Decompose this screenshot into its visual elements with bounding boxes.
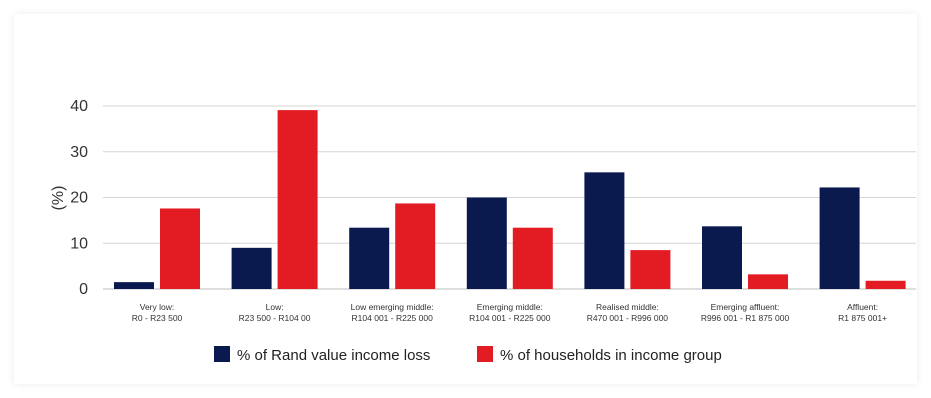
bar-households-3 <box>512 227 553 289</box>
legend-label-households: % of households in income group <box>500 347 722 364</box>
x-category-label-line2: R104 001 - R225 000 <box>469 313 551 323</box>
gridlines <box>103 105 916 290</box>
bar-income-loss-0 <box>114 282 154 289</box>
x-category-label-line2: R1 875 001+ <box>838 313 887 323</box>
bar-income-loss-1 <box>231 247 272 289</box>
bar-income-loss-3 <box>466 197 507 289</box>
x-category-label-line1: Low: <box>266 302 284 312</box>
bar-households-1 <box>277 110 318 290</box>
chart-card <box>14 14 917 384</box>
x-category-label-line2: R0 - R23 500 <box>132 313 183 323</box>
y-tick-label: 30 <box>70 144 88 161</box>
bar-households-6 <box>865 280 906 289</box>
x-category-label-line2: R470 001 - R996 000 <box>587 313 669 323</box>
y-tick-label: 40 <box>70 98 88 115</box>
y-tick-label: 20 <box>70 190 88 207</box>
legend-label-income-loss: % of Rand value income loss <box>237 347 430 364</box>
x-category-label-line1: Very low: <box>140 302 175 312</box>
bar-income-loss-5 <box>702 226 742 289</box>
x-category-label-line2: R23 500 - R104 00 <box>239 313 311 323</box>
x-axis-category-labels: Very low:R0 - R23 500 Low:R23 500 - R104 … <box>132 302 887 323</box>
legend-swatch-income-loss <box>214 346 230 362</box>
x-category-label-line2: R104 001 - R225 000 <box>352 313 434 323</box>
legend-swatch-households <box>477 346 493 362</box>
y-tick-label: 0 <box>79 281 88 298</box>
bar-households-4 <box>630 250 671 289</box>
bar-income-loss-2 <box>349 227 390 289</box>
y-axis-ticks: 0 10 20 30 40 <box>70 98 88 298</box>
x-category-label-line1: Emerging affluent: <box>711 302 780 312</box>
x-category-label-line1: Low emerging middle: <box>351 302 434 312</box>
x-category-label-line1: Realised middle: <box>596 302 659 312</box>
y-tick-label: 10 <box>70 235 88 252</box>
bar-income-loss-6 <box>819 187 860 289</box>
bar-households-5 <box>748 274 788 289</box>
x-category-label-line2: R996 001 - R1 875 000 <box>701 313 790 323</box>
x-category-label-line1: Affluent: <box>847 302 878 312</box>
y-axis-label: (%) <box>50 186 67 211</box>
bar-households-2 <box>395 203 436 289</box>
legend: % of Rand value income loss % of househo… <box>214 346 722 364</box>
x-category-label-line1: Emerging middle: <box>477 302 543 312</box>
bars <box>114 110 906 290</box>
bar-households-0 <box>160 208 200 289</box>
bar-income-loss-4 <box>584 172 625 289</box>
